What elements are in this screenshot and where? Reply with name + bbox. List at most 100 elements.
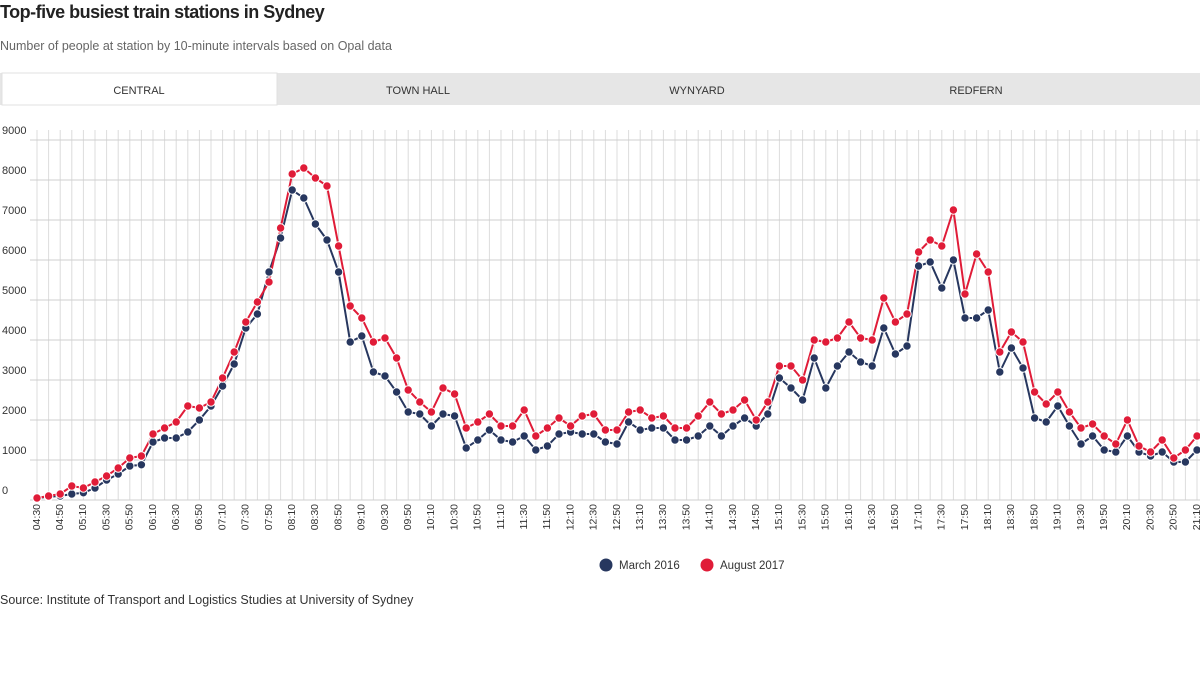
point <box>299 163 309 173</box>
point <box>589 409 599 419</box>
point <box>345 301 355 311</box>
point <box>1064 421 1075 431</box>
point <box>705 421 715 431</box>
point <box>925 235 935 245</box>
x-tick-label: 18:50 <box>1028 504 1040 530</box>
point <box>774 361 785 371</box>
point <box>589 429 599 439</box>
point <box>287 169 297 179</box>
x-tick-label: 09:10 <box>356 504 368 530</box>
point <box>310 219 321 229</box>
point <box>67 489 77 499</box>
point <box>658 411 669 421</box>
point <box>1134 441 1144 451</box>
point <box>809 353 819 363</box>
legend-label: August 2017 <box>720 560 785 572</box>
point <box>333 267 344 277</box>
tab[interactable]: TOWN HALL <box>386 85 450 97</box>
tab-label[interactable]: TOWN HALL <box>386 85 450 97</box>
y-tick-label: 1000 <box>2 445 26 457</box>
point <box>252 297 263 307</box>
point <box>716 431 727 441</box>
point <box>1029 413 1040 423</box>
point <box>705 397 715 407</box>
point <box>960 313 970 323</box>
x-tick-label: 17:50 <box>959 504 971 530</box>
tab-label[interactable]: WYNYARD <box>669 85 724 97</box>
x-tick-label: 06:50 <box>193 504 205 530</box>
point <box>623 407 634 417</box>
point <box>496 421 506 431</box>
point <box>194 415 205 425</box>
point <box>484 425 495 435</box>
tab[interactable]: CENTRAL <box>1 72 278 106</box>
point <box>1111 439 1121 449</box>
point <box>600 425 611 435</box>
point <box>623 417 634 427</box>
point <box>531 431 541 441</box>
point <box>78 483 89 493</box>
x-tick-label: 18:30 <box>1005 504 1017 530</box>
x-tick-label: 10:50 <box>472 504 484 530</box>
point <box>113 463 123 473</box>
point <box>171 417 181 427</box>
point <box>577 429 587 439</box>
legend-item: August 2017 <box>700 558 785 572</box>
point <box>728 421 738 431</box>
x-tick-label: 10:30 <box>448 504 460 530</box>
point <box>797 375 808 385</box>
legend-item: March 2016 <box>599 558 680 572</box>
point <box>890 317 901 327</box>
point <box>1087 431 1098 441</box>
point <box>1157 435 1167 445</box>
point <box>821 337 831 347</box>
x-tick-label: 05:50 <box>124 504 136 530</box>
point <box>635 405 645 415</box>
point <box>148 437 158 447</box>
point <box>879 323 889 333</box>
point <box>612 439 622 449</box>
point <box>217 373 228 383</box>
point <box>647 423 657 433</box>
point <box>345 337 355 347</box>
point <box>658 423 669 433</box>
tab[interactable]: WYNYARD <box>669 85 724 97</box>
tab[interactable]: REDFERN <box>949 85 1002 97</box>
x-tick-label: 05:10 <box>77 504 89 530</box>
x-tick-label: 09:50 <box>402 504 414 530</box>
point <box>554 429 564 439</box>
point <box>159 433 170 443</box>
point <box>763 397 773 407</box>
tab-label[interactable]: REDFERN <box>949 85 1002 97</box>
x-tick-label: 11:30 <box>518 504 530 530</box>
point <box>600 437 611 447</box>
point <box>1087 419 1098 429</box>
legend-swatch <box>700 558 714 572</box>
x-tick-label: 08:30 <box>309 504 321 530</box>
point <box>1053 387 1063 397</box>
point <box>496 435 506 445</box>
point <box>101 471 112 481</box>
tab-label[interactable]: CENTRAL <box>113 85 164 97</box>
point <box>1041 399 1051 409</box>
point <box>426 421 437 431</box>
point <box>32 493 42 503</box>
point <box>403 385 413 395</box>
chart-title: Top-five busiest train stations in Sydne… <box>0 2 325 22</box>
point <box>217 381 228 391</box>
x-tick-label: 15:50 <box>820 504 832 530</box>
y-tick-label: 3000 <box>2 365 26 377</box>
point <box>507 421 518 431</box>
point <box>55 489 65 499</box>
point <box>763 409 773 419</box>
point <box>1018 363 1028 373</box>
point <box>681 435 692 445</box>
point <box>925 257 935 267</box>
x-tick-label: 17:10 <box>912 504 924 530</box>
point <box>913 261 924 271</box>
point <box>194 403 205 413</box>
point <box>1053 401 1063 411</box>
point <box>183 401 193 411</box>
point <box>1018 337 1028 347</box>
